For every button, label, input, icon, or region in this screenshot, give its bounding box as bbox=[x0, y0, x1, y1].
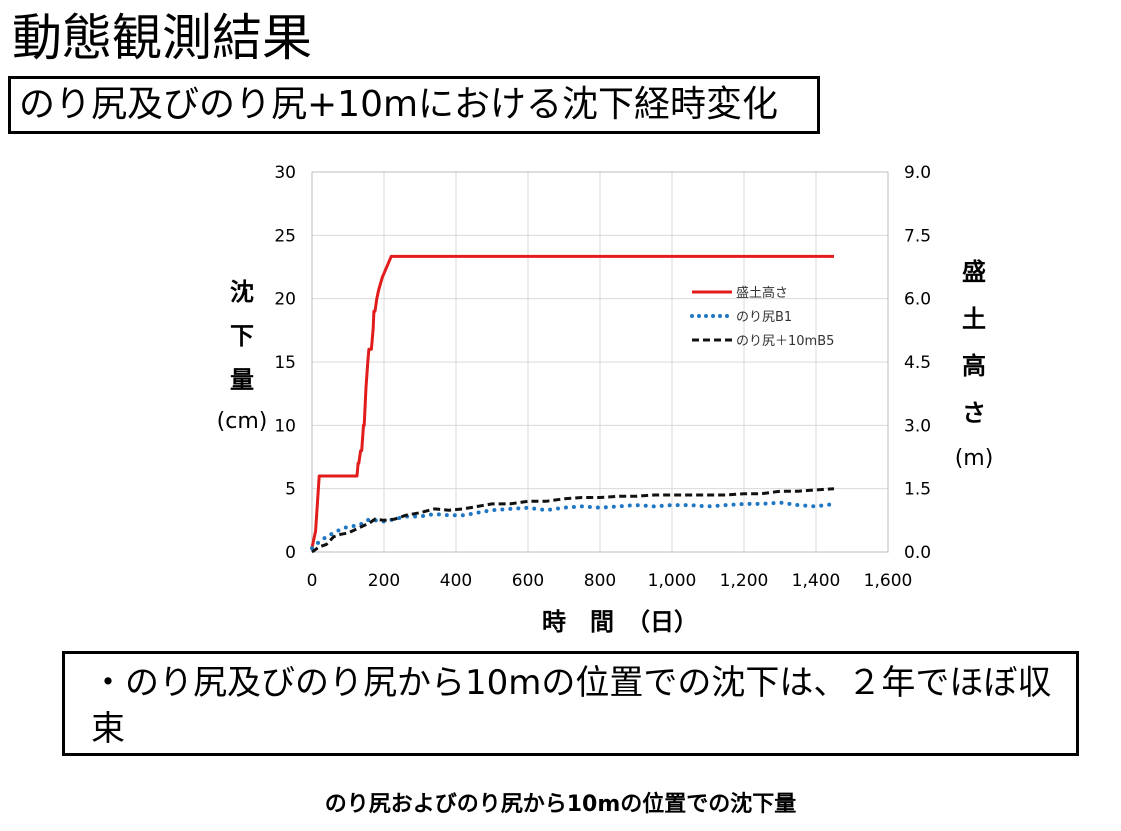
y-right-tick-label: 0.0 bbox=[904, 543, 931, 563]
series-line-1 bbox=[310, 500, 836, 551]
y-left-label-unit: (cm) bbox=[217, 409, 268, 434]
y-right-tick-label: 4.5 bbox=[904, 353, 931, 373]
y-left-tick-label: 30 bbox=[274, 163, 296, 183]
subtitle-box: のり尻及びのり尻+10mにおける沈下経時変化 bbox=[8, 76, 820, 134]
y-right-tick-label: 9.0 bbox=[904, 163, 931, 183]
x-tick-label: 400 bbox=[440, 571, 472, 591]
legend-label-2: のり尻＋10mB5 bbox=[736, 334, 834, 349]
x-tick-label: 1,000 bbox=[648, 571, 697, 591]
y-right-label-char: さ bbox=[962, 399, 986, 427]
x-tick-label: 1,400 bbox=[792, 571, 841, 591]
y-left-tick-label: 25 bbox=[274, 226, 296, 246]
legend-label-1: のり尻B1 bbox=[736, 310, 792, 325]
y-right-tick-label: 1.5 bbox=[904, 480, 931, 500]
y-left-tick-label: 5 bbox=[285, 480, 296, 500]
series-lines bbox=[310, 254, 836, 554]
y-right-label-char: 高 bbox=[962, 352, 986, 380]
y-right-tick-label: 3.0 bbox=[904, 416, 931, 436]
x-tick-label: 800 bbox=[584, 571, 616, 591]
y-left-label-char: 量 bbox=[230, 366, 254, 394]
y-right-label-char: 土 bbox=[962, 305, 986, 333]
x-axis-ticks: 0 200 400 600 800 1,000 1,200 1,400 1,600 bbox=[307, 571, 913, 591]
x-tick-label: 0 bbox=[307, 571, 318, 591]
figure-caption: のり尻およびのり尻から10mの位置での沈下量 bbox=[324, 792, 797, 817]
x-tick-label: 1,200 bbox=[720, 571, 769, 591]
y-right-tick-label: 7.5 bbox=[904, 226, 931, 246]
x-tick-label: 600 bbox=[512, 571, 544, 591]
axis-labels: 時 間 （日） 沈下量 (cm) 盛土高さ (m) bbox=[217, 258, 994, 636]
page-title: 動態観測結果 bbox=[12, 9, 312, 67]
y-left-tick-label: 0 bbox=[285, 543, 296, 563]
y-left-axis-ticks: 0 5 10 15 20 25 30 bbox=[274, 163, 296, 563]
settlement-chart: 0 200 400 600 800 1,000 1,200 1,400 1,600 0 5 10 15… bbox=[217, 163, 994, 636]
y-right-axis-ticks: 0.0 1.5 3.0 4.5 6.0 7.5 9.0 bbox=[904, 163, 931, 563]
conclusion-note: ・のり尻及びのり尻から10mの位置での沈下は、２年でほぼ収束 bbox=[62, 651, 1079, 756]
y-left-label-char: 下 bbox=[230, 322, 254, 350]
chart-grid bbox=[312, 172, 888, 552]
y-right-tick-label: 6.0 bbox=[904, 290, 931, 310]
legend-label-0: 盛土高さ bbox=[736, 285, 788, 301]
y-left-label-char: 沈 bbox=[230, 278, 254, 306]
series-line-2 bbox=[311, 487, 835, 554]
y-left-tick-label: 10 bbox=[274, 416, 296, 436]
y-right-label-char: 盛 bbox=[962, 258, 986, 286]
y-left-tick-label: 20 bbox=[274, 290, 296, 310]
series-line-0 bbox=[310, 254, 834, 549]
x-axis-label: 時 間 （日） bbox=[542, 608, 698, 636]
plot-frame bbox=[311, 171, 889, 553]
x-tick-label: 200 bbox=[368, 571, 400, 591]
y-left-tick-label: 15 bbox=[274, 353, 296, 373]
y-right-label-unit: (m) bbox=[955, 446, 994, 471]
x-tick-label: 1,600 bbox=[864, 571, 913, 591]
